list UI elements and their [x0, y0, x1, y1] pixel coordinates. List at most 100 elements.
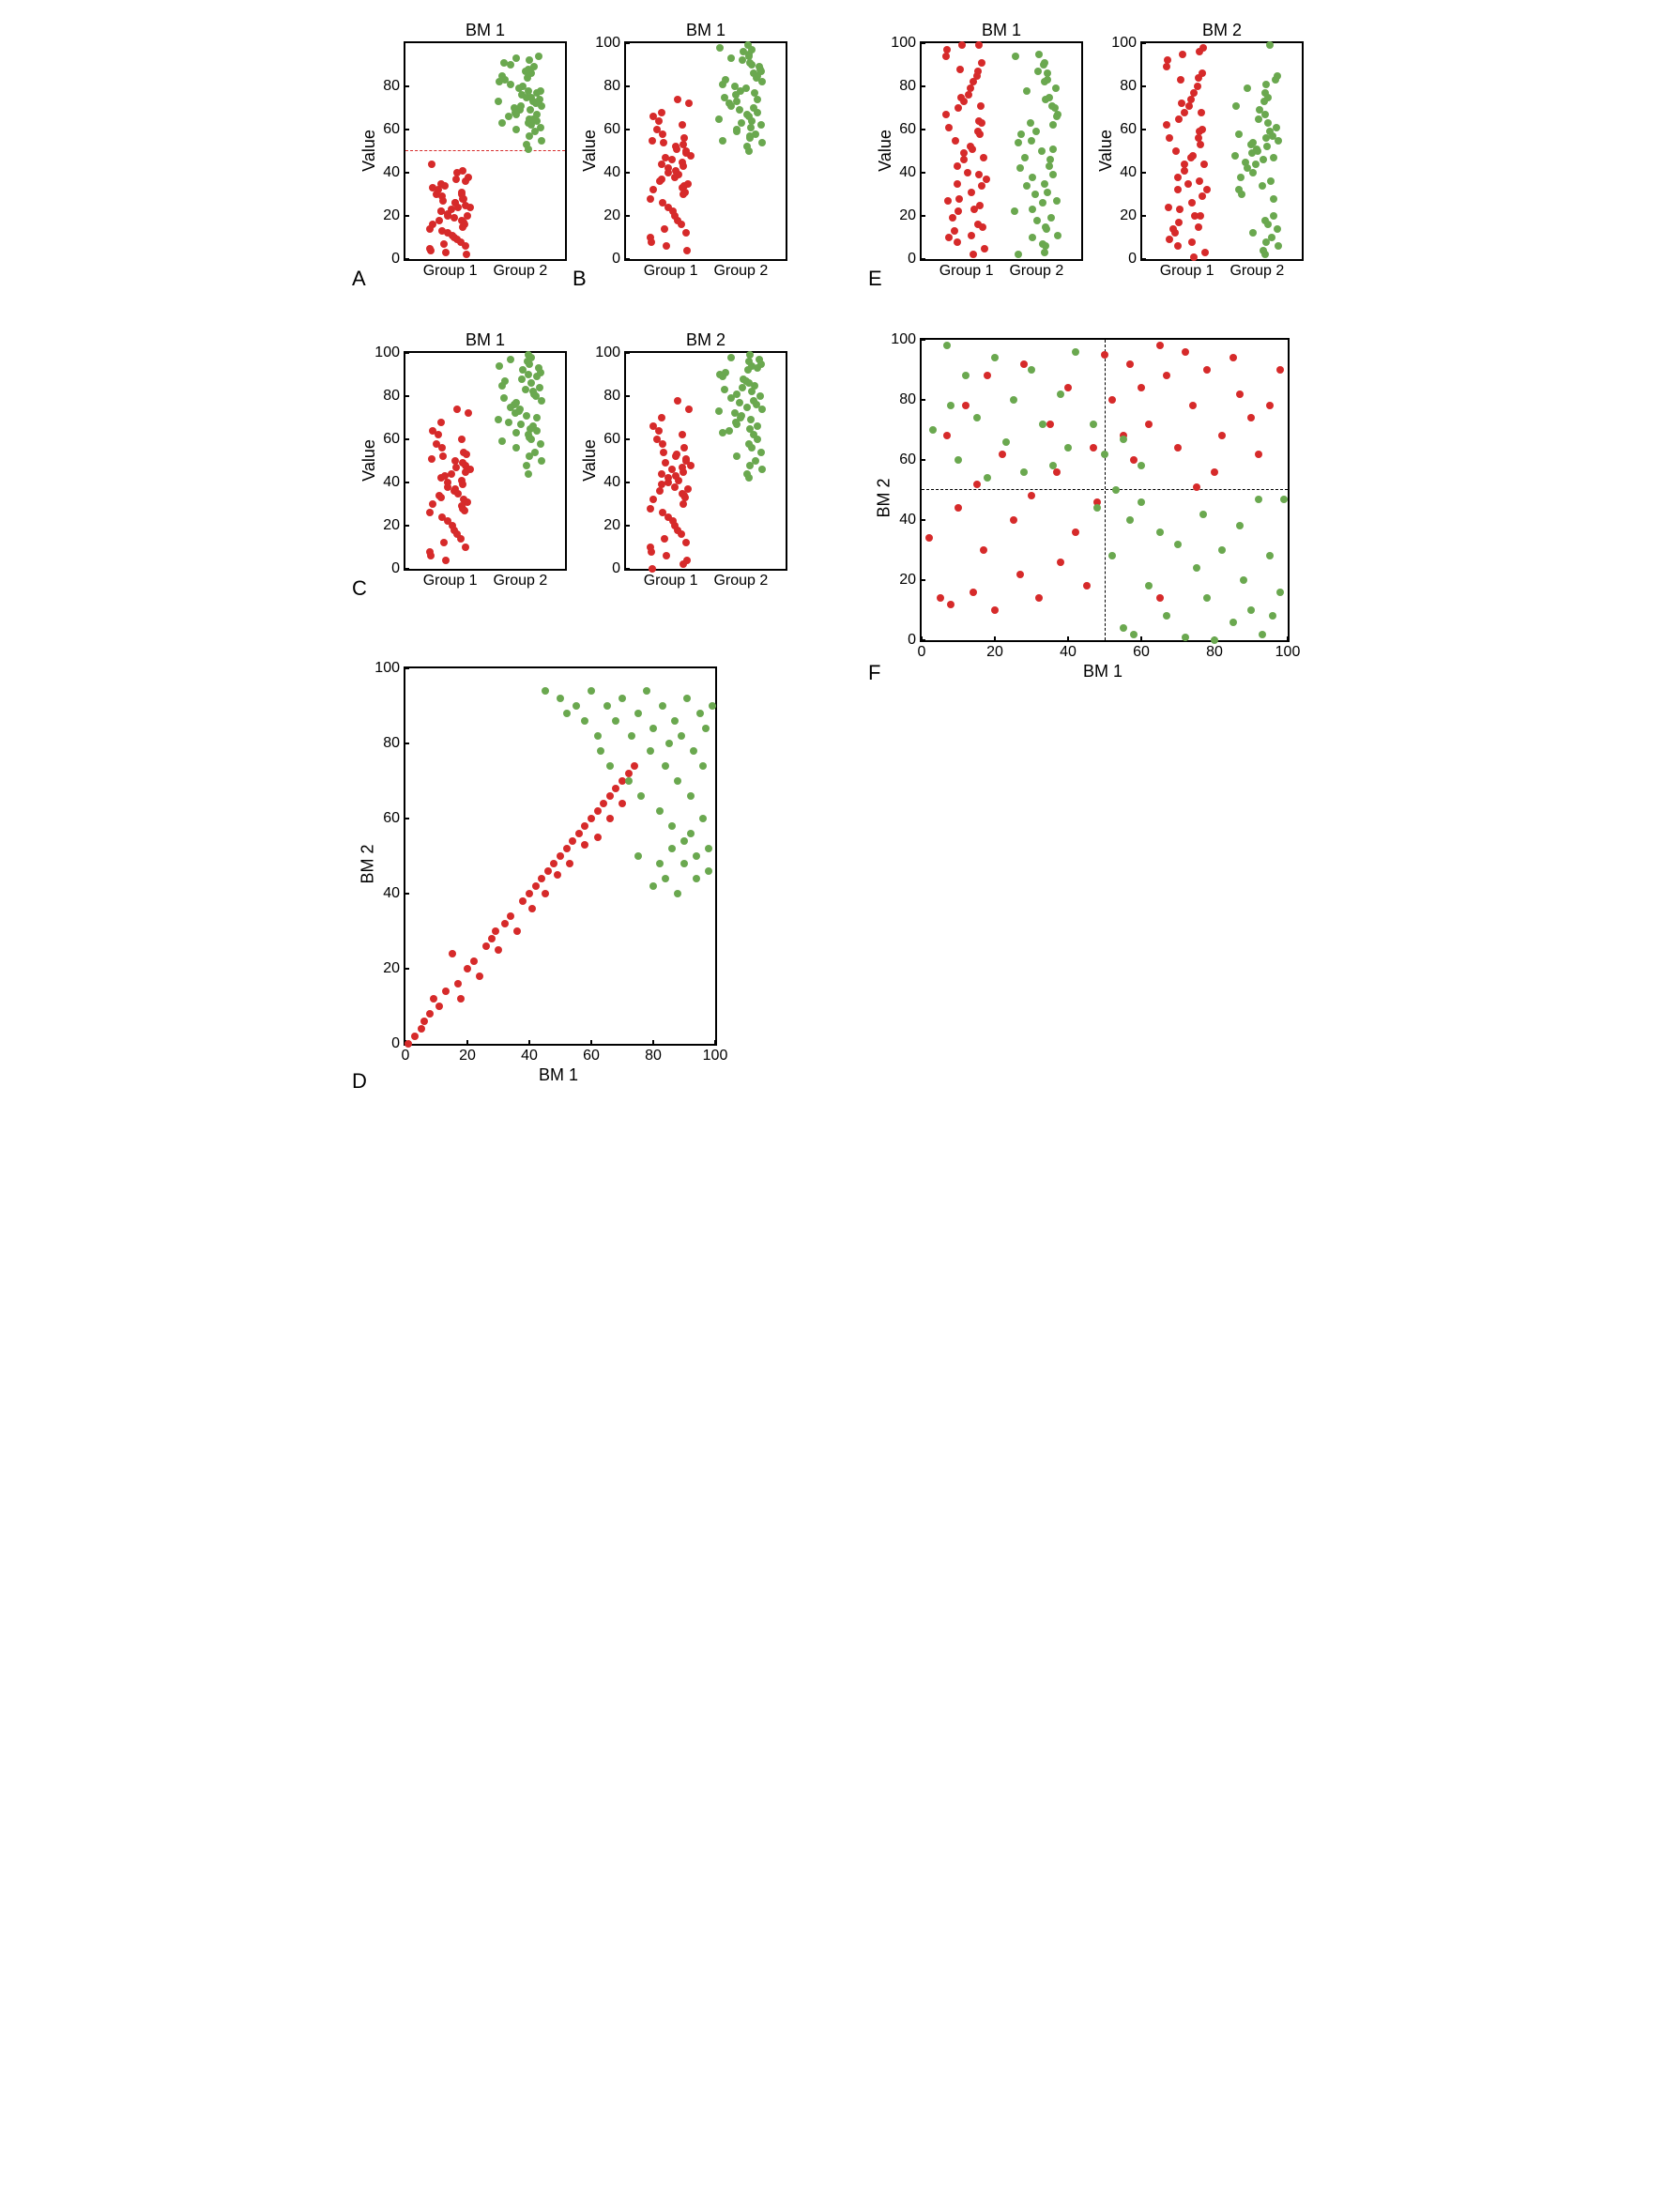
data-point [673, 145, 680, 153]
data-point [1002, 438, 1010, 446]
data-point [1166, 134, 1173, 142]
data-point [715, 115, 723, 123]
data-point [1273, 124, 1280, 131]
data-point [533, 111, 541, 118]
data-point [705, 867, 712, 875]
data-point [454, 980, 462, 988]
data-point [746, 351, 754, 359]
data-point [647, 195, 654, 203]
y-tick-label: 80 [899, 78, 916, 95]
x-axis-label: BM 1 [920, 662, 1286, 681]
data-point [533, 89, 541, 97]
data-point [668, 156, 676, 163]
data-point [581, 822, 588, 830]
data-point [557, 852, 564, 860]
panel-label-B: B [573, 267, 587, 291]
data-point [1090, 421, 1097, 428]
data-point [716, 44, 724, 52]
y-tick-label: 0 [391, 251, 400, 268]
data-point [1029, 206, 1036, 213]
data-point [984, 474, 991, 482]
data-point [1194, 83, 1201, 90]
data-point [437, 494, 445, 501]
data-point [536, 96, 543, 103]
panel-D: D BM 2 020406080100020406080100 BM 1 [352, 657, 727, 1094]
y-tick [920, 579, 925, 581]
data-point [968, 232, 975, 239]
data-point [512, 429, 520, 436]
panel-E1: E Value BM 1 020406080100Group 1Group 2 [868, 19, 1079, 291]
data-point [663, 552, 670, 559]
data-point [466, 204, 474, 211]
data-point [1010, 396, 1017, 404]
data-point [687, 792, 695, 800]
data-point [1196, 48, 1203, 55]
data-point [674, 777, 681, 785]
data-point [634, 852, 642, 860]
data-point [1174, 242, 1182, 250]
y-axis-label: Value [876, 130, 895, 172]
data-point [662, 459, 669, 467]
x-tick [1140, 636, 1142, 642]
data-point [1029, 174, 1036, 181]
data-point [1256, 106, 1263, 114]
data-point [1187, 96, 1195, 103]
data-point [1189, 152, 1197, 160]
data-point [537, 124, 544, 131]
data-point [680, 162, 687, 170]
data-point [683, 695, 691, 702]
category-label: Group 2 [1009, 263, 1063, 280]
plot-area-F: 020406080100020406080100 [920, 338, 1290, 642]
data-point [943, 342, 951, 349]
y-tick-label: 40 [603, 164, 620, 181]
y-tick [404, 818, 409, 819]
data-point [1049, 462, 1057, 469]
data-point [733, 452, 741, 460]
data-point [1261, 89, 1269, 97]
y-tick-label: 40 [603, 474, 620, 491]
data-point [461, 507, 468, 514]
data-point [750, 431, 757, 438]
data-point [1020, 468, 1028, 476]
data-point [1053, 197, 1061, 205]
data-point [943, 46, 951, 54]
data-point [530, 390, 538, 398]
data-point [1181, 109, 1188, 116]
data-point [538, 137, 545, 145]
data-point [1175, 115, 1183, 123]
data-point [671, 483, 679, 491]
y-tick-label: 20 [383, 517, 400, 534]
y-tick-label: 80 [603, 388, 620, 405]
data-point [569, 837, 576, 845]
data-point [500, 394, 508, 402]
data-point [1276, 589, 1284, 596]
data-point [536, 384, 543, 391]
y-tick-label: 20 [383, 207, 400, 224]
data-point [675, 477, 682, 484]
y-tick [920, 339, 925, 341]
x-tick [714, 1040, 716, 1046]
data-point [1145, 582, 1153, 590]
chart-title: BM 1 [405, 21, 565, 40]
y-tick-label: 0 [391, 1035, 400, 1052]
data-point [661, 535, 668, 543]
y-tick [404, 172, 409, 174]
data-point [594, 732, 602, 740]
data-point [634, 710, 642, 717]
data-point [464, 965, 471, 972]
data-point [507, 912, 514, 920]
y-tick [404, 893, 409, 895]
y-tick [920, 519, 925, 521]
data-point [1033, 217, 1041, 224]
data-point [542, 687, 549, 695]
data-point [526, 890, 533, 897]
data-point [459, 195, 466, 203]
y-tick-label: 100 [374, 345, 400, 361]
x-axis-label: BM 1 [404, 1065, 713, 1085]
data-point [756, 392, 764, 400]
y-tick [920, 459, 925, 461]
data-point [1138, 384, 1145, 391]
data-point [1163, 121, 1170, 129]
data-point [1231, 152, 1239, 160]
y-tick [404, 968, 409, 970]
